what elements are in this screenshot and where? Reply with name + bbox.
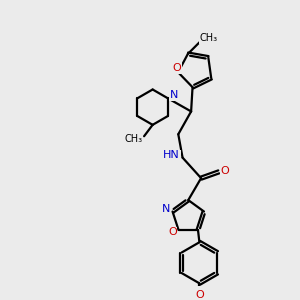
Text: N: N (170, 91, 178, 100)
Text: CH₃: CH₃ (200, 33, 218, 43)
Text: O: O (168, 227, 177, 237)
Text: O: O (220, 166, 229, 176)
Text: O: O (172, 63, 181, 73)
Text: CH₃: CH₃ (124, 134, 142, 144)
Text: N: N (162, 204, 170, 214)
Text: O: O (195, 290, 204, 300)
Text: HN: HN (164, 150, 180, 160)
